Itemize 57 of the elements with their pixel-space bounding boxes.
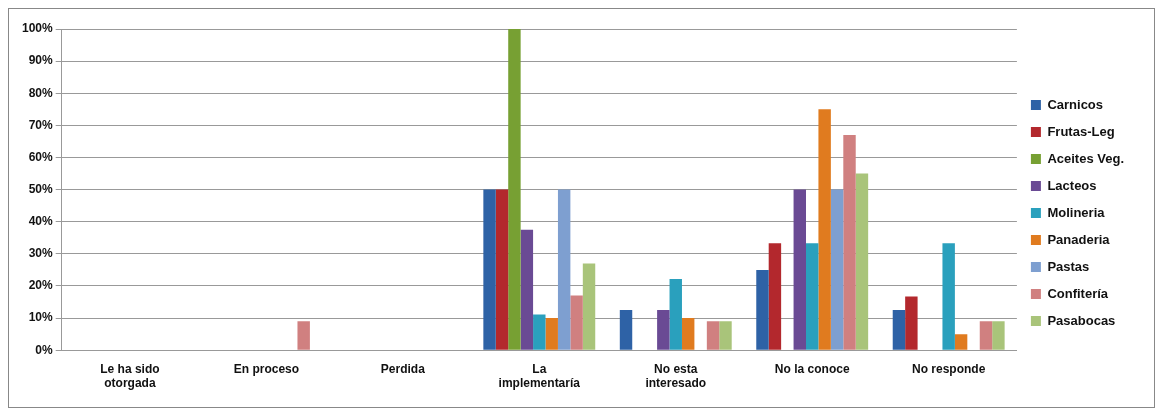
bar bbox=[557, 189, 571, 350]
bar bbox=[942, 243, 955, 350]
bar bbox=[495, 189, 509, 350]
bar bbox=[843, 135, 856, 350]
bar bbox=[570, 295, 583, 350]
x-tick-label: No la conoce bbox=[774, 361, 850, 376]
y-tick-label: 10% bbox=[28, 310, 54, 325]
y-tick-label: 60% bbox=[28, 149, 54, 164]
bar bbox=[719, 321, 732, 350]
bar bbox=[756, 269, 769, 350]
bar bbox=[992, 321, 1005, 350]
bar bbox=[905, 296, 918, 350]
y-tick-label: 90% bbox=[28, 53, 54, 68]
legend-label: Pasabocas bbox=[1047, 312, 1116, 328]
legend-label: Lacteos bbox=[1047, 177, 1097, 193]
y-tick-label: 70% bbox=[28, 117, 54, 132]
legend-label: Molineria bbox=[1047, 204, 1106, 220]
bar bbox=[297, 321, 310, 350]
x-tick-label: En proceso bbox=[233, 361, 300, 376]
legend-label: Confitería bbox=[1047, 285, 1109, 301]
legend-label: Aceites Veg. bbox=[1047, 150, 1125, 166]
bar bbox=[830, 189, 844, 350]
legend-label: Carnicos bbox=[1047, 96, 1104, 112]
x-tick-label: No esta interesado bbox=[645, 361, 707, 391]
bar bbox=[545, 318, 558, 350]
x-tick-label: Perdida bbox=[380, 361, 426, 376]
legend-label: Pastas bbox=[1047, 258, 1090, 274]
legend-label: Frutas-Leg bbox=[1047, 123, 1115, 139]
y-tick-label: 80% bbox=[28, 85, 54, 100]
bar bbox=[582, 263, 596, 350]
x-tick-label: Le ha sido otorgada bbox=[100, 361, 160, 391]
x-tick-label: La implementaría bbox=[498, 361, 581, 391]
bar bbox=[508, 29, 521, 350]
bar bbox=[619, 310, 633, 350]
bar bbox=[768, 243, 782, 350]
y-tick-label: 20% bbox=[28, 278, 54, 293]
bar bbox=[669, 278, 682, 350]
bar bbox=[818, 109, 831, 350]
y-tick-label: 30% bbox=[28, 246, 54, 261]
legend-label: Panaderia bbox=[1047, 231, 1111, 247]
bar bbox=[520, 229, 534, 350]
bar bbox=[657, 310, 670, 350]
bar bbox=[806, 243, 819, 350]
bar bbox=[483, 189, 496, 350]
bar bbox=[954, 334, 968, 350]
bar bbox=[706, 321, 720, 350]
bar bbox=[681, 318, 695, 350]
bar bbox=[793, 189, 806, 350]
bar bbox=[855, 173, 869, 350]
bar bbox=[533, 314, 546, 350]
bar bbox=[892, 310, 906, 350]
y-tick-label: 0% bbox=[35, 342, 54, 357]
y-tick-label: 40% bbox=[28, 214, 54, 229]
y-tick-label: 50% bbox=[28, 181, 54, 196]
bar bbox=[979, 321, 993, 350]
y-tick-label: 100% bbox=[21, 21, 54, 36]
x-tick-label: No responde bbox=[912, 361, 986, 376]
